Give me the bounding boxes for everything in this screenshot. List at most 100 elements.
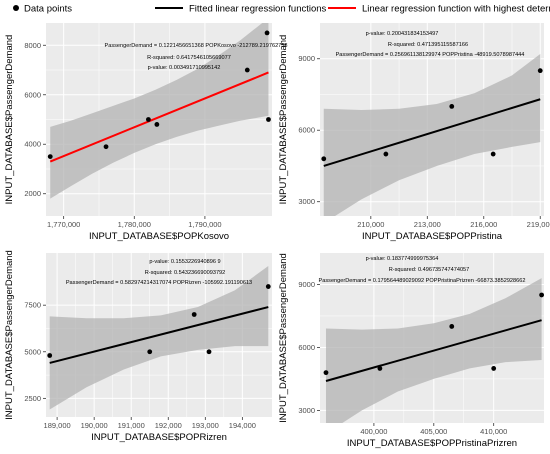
y-tick-label: 3000 xyxy=(298,197,315,206)
regression-annotation: PassengerDemand = 0.1221456651368 POPKos… xyxy=(104,43,287,49)
regression-annotation: R-squared: 0.543236690093792 xyxy=(145,270,226,276)
x-axis-title: INPUT_DATABASE$POPPristinaPrizren xyxy=(347,438,517,449)
data-point xyxy=(537,68,543,74)
regression-annotation: p-value: 0.1553226940896 9 xyxy=(149,259,220,265)
data-point xyxy=(47,353,53,358)
y-tick-label: 2000 xyxy=(24,189,41,198)
y-tick-label: 2500 xyxy=(24,394,41,403)
legend-label: Fitted linear regression functions xyxy=(189,4,327,15)
regression-line xyxy=(325,319,542,382)
x-tick-label: 400,000 xyxy=(360,427,387,436)
data-point xyxy=(147,349,153,355)
y-tick-label: 6000 xyxy=(24,90,41,99)
x-tick-label: 189,000 xyxy=(44,421,71,430)
x-tick-label: 191,000 xyxy=(118,421,145,430)
regression-annotation: R-squared: 0.6417546105669077 xyxy=(147,55,231,61)
axes: 189,000 190,000 191,000 192,000 193,000 194,0… xyxy=(24,301,256,430)
y-tick-label: 3000 xyxy=(298,406,315,415)
regression-annotation: PassengerDemand = 0.256961138129974 POPP… xyxy=(336,52,525,58)
regression-line xyxy=(49,306,269,364)
chart-panel-2: p-value: 0.200431834153497 R-squared: 0.4… xyxy=(278,23,550,242)
regression-annotation: p-value: 0.003491710995142 xyxy=(148,65,221,71)
x-tick-label: 216,000 xyxy=(470,220,497,229)
y-axis-title: INPUT_DATABASE$PassengerDemand xyxy=(278,35,289,205)
data-point xyxy=(191,312,197,317)
axes: 210,000 213,000 216,000 219,000 3000 6000 9000 xyxy=(298,54,550,229)
axes: 1,770,000 1,780,000 1,790,000 2000 4000 6000 8… xyxy=(24,41,221,229)
data-points xyxy=(47,284,271,358)
y-tick-label: 5000 xyxy=(24,347,41,356)
regression-line xyxy=(49,71,269,163)
x-tick-label: 190,000 xyxy=(81,421,108,430)
confidence-band xyxy=(323,53,541,216)
chart-panels: PassengerDemand = 0.1221456651368 POPKos… xyxy=(4,23,550,449)
x-tick-label: 213,000 xyxy=(414,220,441,229)
x-axis-title: INPUT_DATABASE$POPPristina xyxy=(362,231,503,242)
legend-item: Data points xyxy=(13,4,72,15)
y-tick-label: 7500 xyxy=(24,301,41,310)
y-tick-label: 6000 xyxy=(298,343,315,352)
regression-annotation: p-value: 0.200431834153497 xyxy=(366,31,439,37)
data-point xyxy=(206,349,212,355)
data-point xyxy=(377,366,383,371)
data-point xyxy=(490,151,496,157)
chart-panel-3: p-value: 0.1553226940896 9 R-squared: 0.5… xyxy=(4,250,272,443)
regression-annotation: R-squared: 0.496735747474057 xyxy=(389,267,470,273)
regression-line xyxy=(323,98,541,167)
data-points xyxy=(47,30,271,160)
data-point xyxy=(264,30,270,36)
x-tick-label: 1,770,000 xyxy=(47,220,80,229)
regression-annotation: R-squared: 0.471395115587166 xyxy=(388,42,468,48)
x-axis-title: INPUT_DATABASE$POPRizren xyxy=(91,432,227,443)
x-tick-label: 1,780,000 xyxy=(118,220,151,229)
data-points xyxy=(321,68,543,162)
data-point xyxy=(146,117,151,122)
x-tick-label: 219,000 xyxy=(527,220,550,229)
data-point xyxy=(244,67,250,73)
data-point xyxy=(154,122,160,127)
regression-annotation: PassengerDemand = 0.582974214317074 POPR… xyxy=(66,280,252,286)
legend: Data points Fitted linear regression func… xyxy=(13,4,550,15)
regression-annotation: p-value: 0.183774999975364 xyxy=(366,256,439,262)
y-tick-label: 9000 xyxy=(298,280,315,289)
x-tick-label: 1,790,000 xyxy=(188,220,221,229)
y-tick-label: 6000 xyxy=(298,126,315,135)
y-axis-title: INPUT_DATABASE$PassengerDemand xyxy=(4,35,15,205)
legend-item: Fitted linear regression functions xyxy=(155,4,327,15)
data-point xyxy=(383,151,389,157)
confidence-band xyxy=(49,266,269,410)
data-point xyxy=(539,292,545,298)
legend-item: Linear regression function with highest … xyxy=(328,4,550,15)
x-tick-label: 405,000 xyxy=(420,427,447,436)
x-tick-label: 193,000 xyxy=(192,421,219,430)
data-point xyxy=(103,144,109,150)
data-point xyxy=(491,366,497,371)
data-point xyxy=(47,154,53,160)
y-tick-label: 8000 xyxy=(24,41,41,50)
data-point xyxy=(266,117,271,122)
y-tick-label: 4000 xyxy=(24,140,41,149)
y-tick-label: 9000 xyxy=(298,54,315,63)
data-points xyxy=(323,292,545,376)
data-point xyxy=(449,324,455,329)
chart-panel-1: PassengerDemand = 0.1221456651368 POPKos… xyxy=(4,23,288,242)
axes: 400,000 405,000 410,000 3000 6000 9000 xyxy=(298,280,507,436)
regression-annotation: PassengerDemand = 0.179564489029092 POPP… xyxy=(319,278,526,284)
x-tick-label: 194,000 xyxy=(229,421,256,430)
confidence-band xyxy=(50,23,269,199)
data-point xyxy=(449,103,455,109)
legend-point-key xyxy=(13,5,19,11)
legend-label: Data points xyxy=(24,4,72,15)
data-point xyxy=(323,370,329,376)
data-point xyxy=(265,284,271,289)
y-axis-title: INPUT_DATABASE$PassengerDemand xyxy=(278,253,289,423)
x-axis-title: INPUT_DATABASE$POPKosovo xyxy=(89,231,229,242)
y-axis-title: INPUT_DATABASE$PassengerDemand xyxy=(4,250,15,420)
data-point xyxy=(321,156,327,162)
legend-label: Linear regression function with highest … xyxy=(362,4,550,15)
chart-panel-4: p-value: 0.183774999975364 R-squared: 0.4… xyxy=(278,253,545,449)
x-tick-label: 192,000 xyxy=(155,421,182,430)
x-tick-label: 210,000 xyxy=(357,220,384,229)
x-tick-label: 410,000 xyxy=(480,427,507,436)
